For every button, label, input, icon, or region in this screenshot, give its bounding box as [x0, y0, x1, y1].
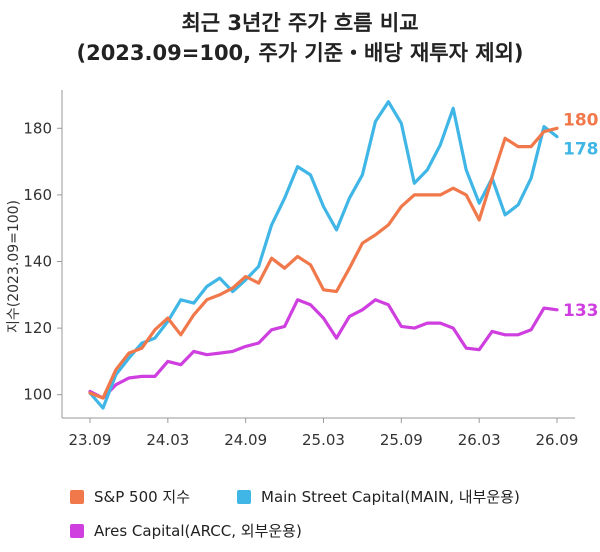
series-lines [88, 100, 559, 410]
y-tick-label: 160 [23, 186, 52, 204]
y-tick-label: 140 [23, 252, 52, 270]
y-tick-label: 180 [23, 119, 52, 137]
end-label-sp500: 180 [563, 110, 599, 130]
series-line-arcc [88, 298, 559, 400]
legend-label-arcc: Ares Capital(ARCC, 외부운용) [94, 522, 302, 540]
legend-item-sp500: S&P 500 지수 [70, 486, 190, 507]
chart-title: 최근 3년간 주가 흐름 비교 [181, 11, 419, 35]
series-line-sp500 [88, 126, 559, 400]
legend-label-main: Main Street Capital(MAIN, 내부운용) [261, 488, 520, 506]
legend-swatch-sp500 [70, 489, 84, 504]
x-tick-label: 24.03 [146, 431, 189, 449]
legend-item-main: Main Street Capital(MAIN, 내부운용) [237, 486, 520, 507]
x-tick-label: 25.09 [380, 431, 423, 449]
y-axis-label: 지수(2023.09=100) [6, 200, 22, 333]
x-tick-label: 26.03 [458, 431, 501, 449]
end-label-main: 178 [563, 140, 599, 160]
x-tick-label: 23.09 [69, 431, 112, 449]
series-line-main [88, 100, 559, 410]
y-tick-label: 120 [23, 319, 52, 337]
end-labels: 180 178 133 [563, 110, 599, 320]
x-tick-label: 26.09 [536, 431, 579, 449]
chart-subtitle: (2023.09=100, 주가 기준・배당 재투자 제외) [76, 41, 524, 65]
x-tick-label: 25.03 [302, 431, 345, 449]
end-label-arcc: 133 [563, 301, 599, 321]
legend-swatch-arcc [70, 523, 84, 538]
legend-swatch-main [237, 489, 251, 504]
legend-label-sp500: S&P 500 지수 [94, 488, 191, 506]
legend-item-arcc: Ares Capital(ARCC, 외부운용) [70, 520, 302, 541]
y-tick-label: 100 [23, 386, 52, 404]
x-tick-label: 24.09 [224, 431, 267, 449]
axes: 100 120 140 160 180 23.09 24.03 24.09 25.03 25.09… [6, 90, 578, 449]
